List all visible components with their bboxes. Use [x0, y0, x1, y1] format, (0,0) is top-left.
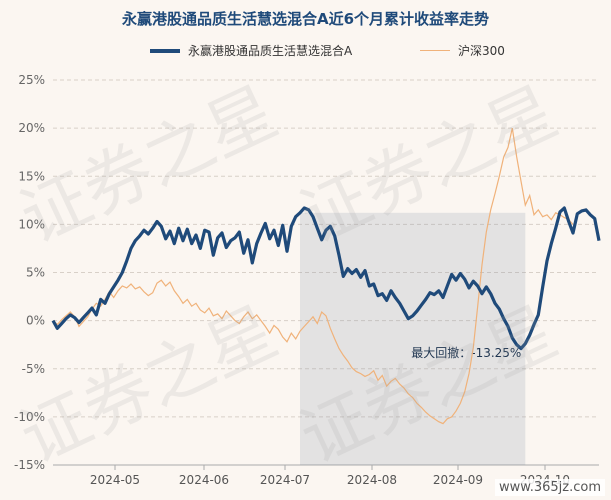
legend-line-index: [420, 50, 450, 51]
y-tick-label: 15%: [18, 169, 45, 183]
series-line-fund: [51, 206, 601, 351]
x-tick-label: 2024-07: [260, 473, 310, 487]
drawdown-label: 最大回撤：-13.25%: [411, 345, 521, 360]
y-tick-label: -15%: [14, 458, 45, 472]
legend-line-fund: [150, 48, 180, 53]
legend-item-fund[interactable]: 永赢港股通品质生活慧选混合A: [150, 42, 352, 59]
y-tick-label: 10%: [18, 217, 45, 231]
y-tick-label: 0%: [26, 314, 45, 328]
site-label: www.365jz.com: [495, 479, 605, 496]
chart-title: 永赢港股通品质生活慧选混合A近6个月累计收益率走势: [121, 10, 490, 28]
legend-label-fund: 永赢港股通品质生活慧选混合A: [188, 44, 353, 58]
y-tick-label: 25%: [18, 73, 45, 87]
legend-label-index: 沪深300: [458, 44, 505, 58]
legend-item-index[interactable]: 沪深300: [420, 42, 505, 59]
x-tick-label: 2024-09: [433, 473, 483, 487]
x-tick-label: 2024-05: [90, 473, 140, 487]
y-tick-label: -10%: [14, 410, 45, 424]
legend: 永赢港股通品质生活慧选混合A 沪深300: [0, 42, 611, 62]
x-tick-label: 2024-08: [347, 473, 397, 487]
y-tick-label: 20%: [18, 121, 45, 135]
series-line-hs300: [52, 127, 574, 425]
y-tick-label: -5%: [22, 362, 45, 376]
x-tick-label: 2024-06: [179, 473, 229, 487]
drawdown-area: [300, 212, 526, 465]
y-tick-label: 5%: [26, 266, 45, 280]
